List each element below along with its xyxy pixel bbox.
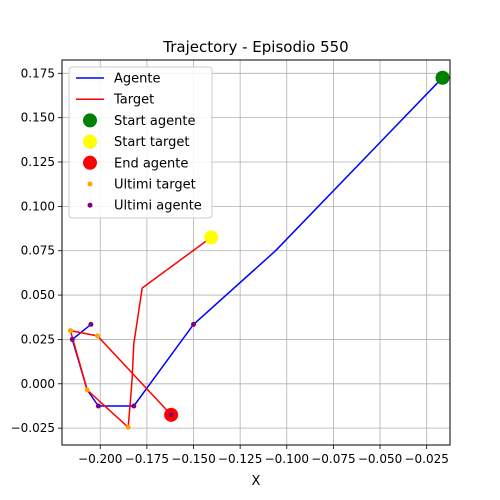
y-axis-ticks: −0.025 0.000 0.025 0.050 0.075 0.100 0.125 0.15… bbox=[11, 66, 62, 435]
point-ultimi-target bbox=[67, 328, 73, 334]
legend-label-ultimi-agente: Ultimi agente bbox=[114, 199, 202, 214]
y-tick-label: 0.100 bbox=[21, 199, 55, 213]
chart-title: Trajectory - Episodio 550 bbox=[162, 38, 348, 56]
y-tick-label: 0.175 bbox=[21, 66, 55, 80]
x-tick-label: −0.200 bbox=[78, 452, 122, 466]
x-tick-label: −0.175 bbox=[125, 452, 169, 466]
x-tick-label: −0.025 bbox=[404, 452, 448, 466]
legend-swatch-end-agente bbox=[83, 155, 97, 170]
legend-swatch-start-target bbox=[83, 134, 97, 149]
point-ultimi-agente bbox=[95, 403, 101, 409]
point-ultimi-agente bbox=[131, 403, 137, 409]
plot-frame bbox=[61, 59, 451, 446]
point-ultimi-target bbox=[94, 333, 100, 339]
point-ultimi-agente bbox=[191, 321, 197, 327]
x-axis-ticks: −0.200 −0.175 −0.150 −0.125 −0.100 −0.075 −0.0… bbox=[78, 445, 449, 466]
x-axis-label: X bbox=[252, 474, 261, 489]
x-tick-label: −0.075 bbox=[311, 452, 355, 466]
y-tick-label: 0.150 bbox=[21, 111, 55, 125]
y-tick-label: 0.000 bbox=[21, 377, 55, 391]
series-layer bbox=[67, 70, 450, 430]
legend-swatch-ultimi-agente bbox=[87, 202, 93, 208]
legend-label-start-target: Start target bbox=[114, 135, 189, 150]
legend-label-ultimi-target: Ultimi target bbox=[114, 178, 196, 193]
legend-label-end-agente: End agente bbox=[114, 156, 188, 171]
x-tick-label: −0.150 bbox=[171, 452, 215, 466]
point-start-agente bbox=[435, 70, 450, 85]
point-ultimi-agente bbox=[168, 412, 174, 418]
point-ultimi-agente bbox=[88, 321, 94, 327]
y-tick-label: 0.125 bbox=[21, 155, 55, 169]
y-tick-label: 0.075 bbox=[21, 244, 55, 258]
legend-swatch-start-agente bbox=[83, 113, 97, 128]
legend-label-start-agente: Start agente bbox=[114, 114, 195, 129]
legend: Agente Target Start agente Start target End … bbox=[68, 66, 213, 219]
point-start-target bbox=[204, 230, 219, 245]
x-tick-label: −0.125 bbox=[218, 452, 262, 466]
y-tick-label: 0.050 bbox=[21, 288, 55, 302]
legend-swatch-ultimi-target bbox=[87, 181, 93, 187]
point-ultimi-target bbox=[84, 387, 90, 393]
y-tick-label: 0.025 bbox=[21, 332, 55, 346]
point-ultimi-target bbox=[125, 424, 131, 430]
legend-label-agente: Agente bbox=[114, 72, 160, 87]
point-ultimi-agente bbox=[69, 336, 75, 342]
y-tick-label: −0.025 bbox=[11, 421, 55, 435]
legend-label-target: Target bbox=[113, 93, 154, 108]
legend-box bbox=[68, 66, 213, 219]
x-tick-label: −0.100 bbox=[265, 452, 309, 466]
x-tick-label: −0.050 bbox=[358, 452, 402, 466]
